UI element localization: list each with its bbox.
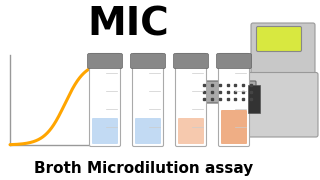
Bar [203, 98, 205, 100]
Bar [203, 84, 205, 86]
FancyBboxPatch shape [219, 53, 250, 147]
FancyBboxPatch shape [173, 53, 209, 69]
Text: Broth Microdilution assay: Broth Microdilution assay [34, 161, 254, 176]
Bar [248, 85, 260, 113]
FancyBboxPatch shape [92, 118, 118, 144]
Bar [234, 98, 236, 100]
FancyBboxPatch shape [135, 118, 161, 144]
Bar [242, 98, 244, 100]
Bar [242, 84, 244, 86]
Bar [227, 91, 228, 93]
Bar [211, 84, 213, 86]
Bar [242, 91, 244, 93]
Bar [227, 84, 228, 86]
FancyBboxPatch shape [246, 73, 318, 137]
Bar [219, 84, 221, 86]
Bar [211, 91, 213, 93]
Bar [234, 84, 236, 86]
Bar [234, 91, 236, 93]
Bar [250, 98, 252, 100]
Text: MIC: MIC [87, 5, 169, 43]
FancyBboxPatch shape [217, 53, 252, 69]
Bar [250, 84, 252, 86]
Bar [211, 98, 213, 100]
Bar [250, 91, 252, 93]
FancyBboxPatch shape [257, 26, 301, 51]
Bar [219, 91, 221, 93]
FancyBboxPatch shape [178, 118, 204, 144]
Bar [203, 91, 205, 93]
FancyBboxPatch shape [131, 53, 165, 69]
FancyBboxPatch shape [199, 81, 256, 103]
FancyBboxPatch shape [175, 53, 206, 147]
FancyBboxPatch shape [221, 110, 247, 144]
FancyBboxPatch shape [132, 53, 164, 147]
FancyBboxPatch shape [251, 23, 315, 95]
FancyBboxPatch shape [90, 53, 121, 147]
Bar [219, 98, 221, 100]
FancyBboxPatch shape [87, 53, 123, 69]
Bar [227, 98, 228, 100]
